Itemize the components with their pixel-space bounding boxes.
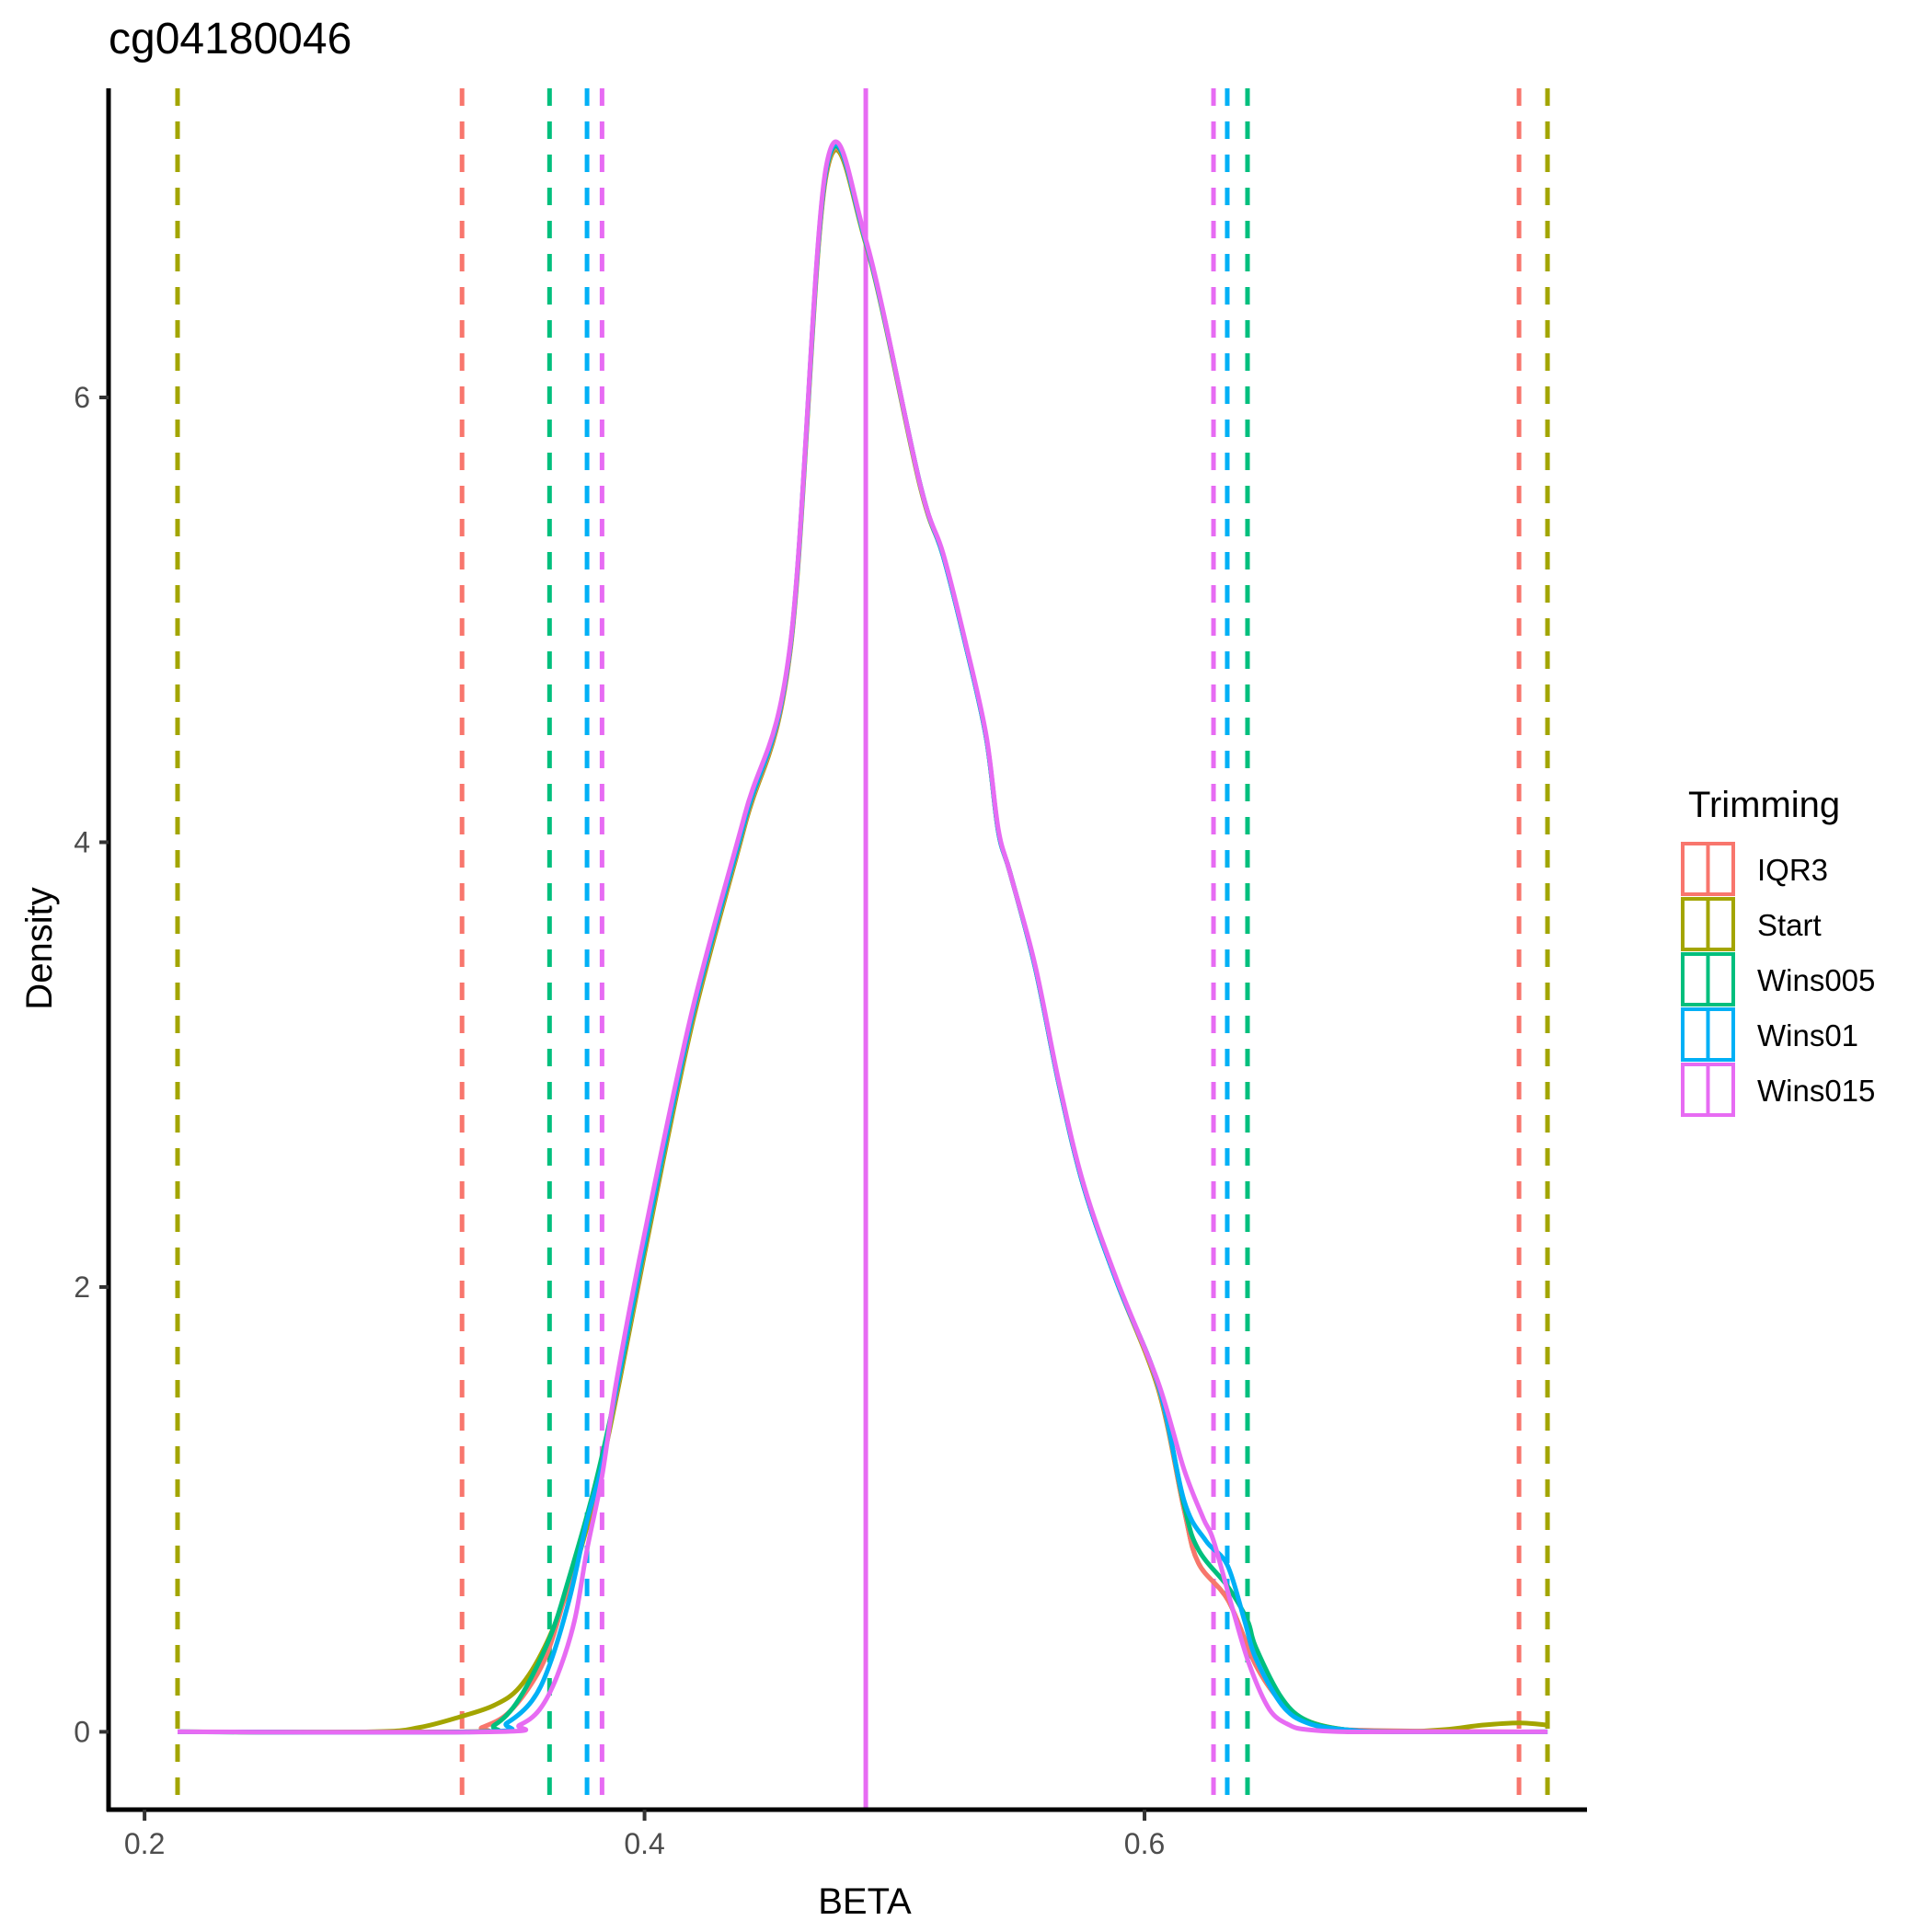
y-axis-title: Density (19, 887, 60, 1009)
y-tick-label: 6 (74, 381, 90, 414)
x-tick-label: 0.2 (124, 1827, 165, 1860)
legend: Trimming IQR3 Start Wins005 Wins01 Wins015 (1681, 785, 1875, 1117)
density-curves (177, 139, 1548, 1735)
legend-label: Wins015 (1757, 1074, 1875, 1108)
density-curve-wins015 (177, 139, 1548, 1735)
legend-label: IQR3 (1757, 853, 1828, 887)
y-ticks: 0 2 4 6 (74, 381, 109, 1748)
legend-item-wins01: Wins01 (1681, 1007, 1858, 1062)
chart-title: cg04180046 (109, 15, 351, 63)
legend-items: IQR3 Start Wins005 Wins01 Wins015 (1681, 842, 1875, 1117)
legend-item-wins005: Wins005 (1681, 952, 1875, 1006)
y-tick-label: 2 (74, 1271, 90, 1304)
legend-title: Trimming (1688, 785, 1840, 825)
legend-label: Start (1757, 908, 1822, 942)
legend-item-iqr3: IQR3 (1681, 842, 1828, 896)
y-tick-label: 4 (74, 825, 90, 858)
y-tick-label: 0 (74, 1715, 90, 1748)
x-ticks: 0.2 0.4 0.6 (124, 1810, 1165, 1860)
x-axis-title: BETA (818, 1881, 912, 1922)
legend-item-start: Start (1681, 897, 1822, 951)
x-tick-label: 0.4 (624, 1827, 664, 1860)
x-tick-label: 0.6 (1124, 1827, 1165, 1860)
legend-label: Wins01 (1757, 1018, 1858, 1052)
legend-label: Wins005 (1757, 963, 1875, 997)
legend-item-wins015: Wins015 (1681, 1063, 1875, 1117)
